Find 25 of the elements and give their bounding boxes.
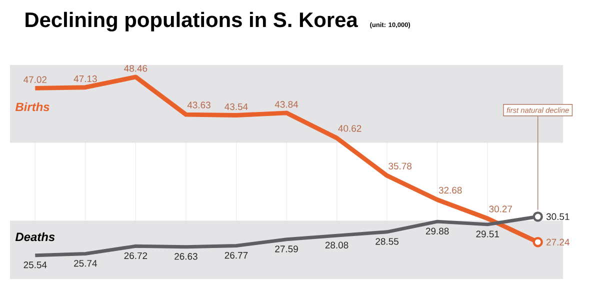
data-label: 43.84: [274, 101, 298, 108]
data-label: 28.55: [376, 238, 398, 245]
data-label: 43.63: [187, 102, 210, 108]
data-label: 25.54: [24, 262, 47, 268]
series-label: Births: [15, 102, 50, 112]
data-label: 32.68: [438, 186, 462, 194]
data-label: 47.13: [74, 76, 97, 82]
data-label: 27.24: [546, 238, 570, 246]
data-label: 26.63: [174, 253, 198, 260]
data-label: 29.51: [476, 230, 499, 238]
data-label: 40.62: [338, 125, 362, 132]
data-label: 26.77: [224, 252, 248, 259]
data-label: 28.08: [325, 242, 348, 249]
data-label: 48.46: [124, 65, 148, 72]
chart-title: Declining populations in S. Korea: [26, 12, 358, 32]
data-label: 35.78: [388, 162, 412, 170]
data-label: 30.27: [489, 206, 512, 212]
data-label: 47.02: [24, 76, 47, 84]
series-label: Deaths: [15, 232, 55, 242]
data-label: 29.88: [426, 228, 449, 235]
data-label: 25.74: [74, 260, 97, 267]
data-label: 27.59: [275, 246, 298, 252]
data-label: 26.72: [124, 252, 148, 260]
data-label: 43.54: [224, 103, 248, 110]
data-label: 30.51: [546, 213, 570, 220]
